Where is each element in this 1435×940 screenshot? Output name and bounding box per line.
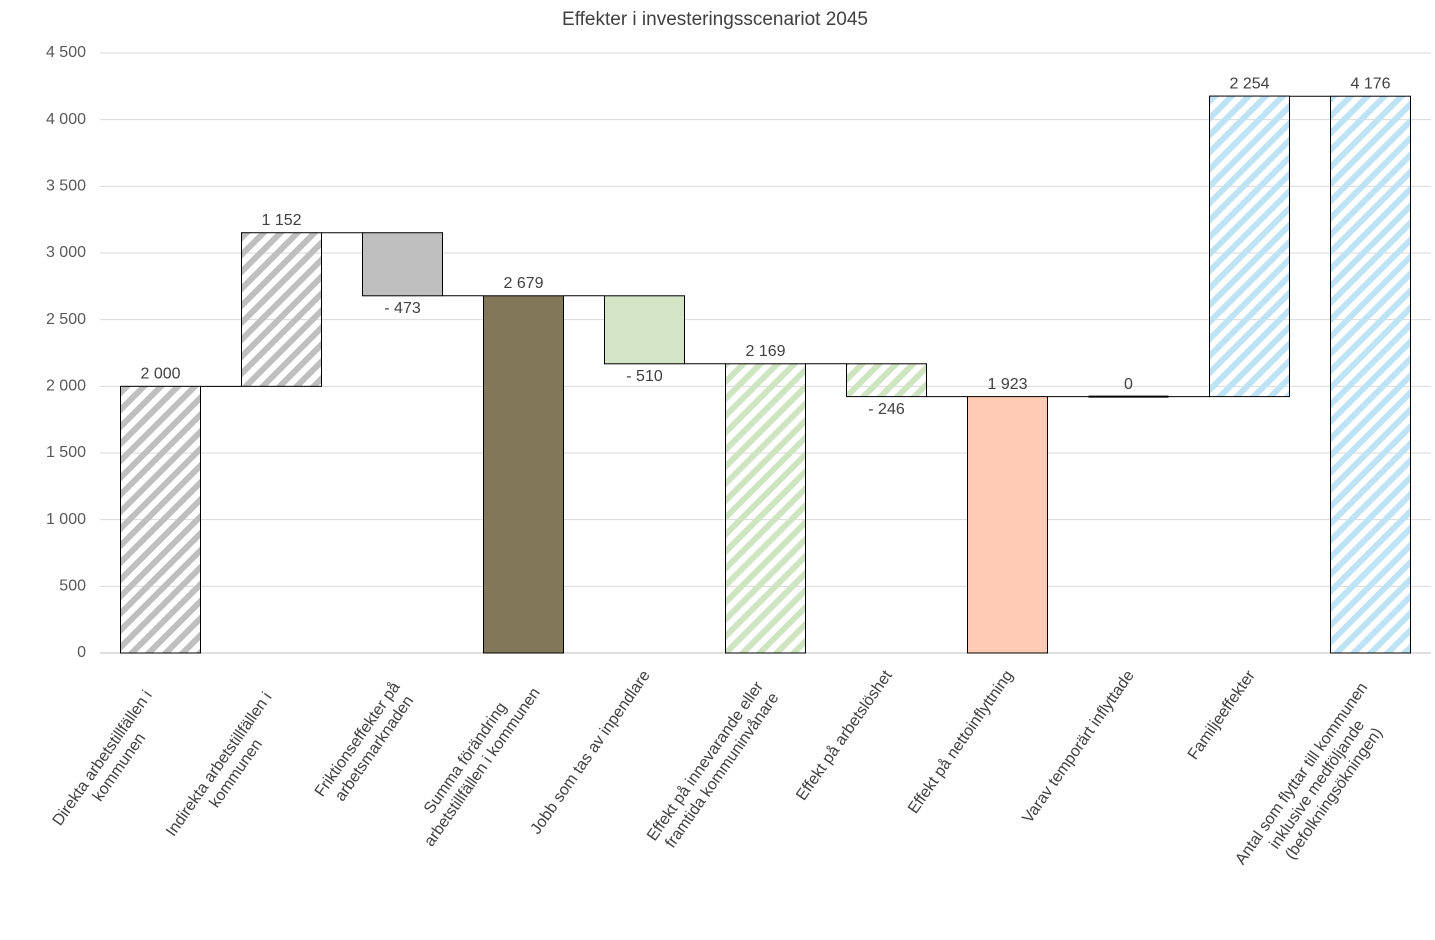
x-tick-label: Effekt på innevarande eller framtida kom… [643,674,785,855]
x-tick-label: Friktionseffekter på arbetsmarknaden [311,675,422,811]
y-tick-label: 3 000 [46,244,86,261]
data-label: 2 000 [140,366,180,383]
x-tick-label: Jobb som tas av inpendlare [528,667,654,837]
bar [604,295,685,365]
data-label: - 473 [384,300,421,317]
x-tick-label: Antal som flyttar till kommunen inklusiv… [1232,676,1405,890]
bar [725,363,806,654]
y-tick-label: 500 [59,578,86,595]
data-label: 4 176 [1350,75,1390,92]
y-tick-label: 0 [77,644,86,661]
bar [846,363,927,398]
y-tick-label: 4 500 [46,44,86,61]
x-tick-label: Effekt på arbetslöshet [792,667,896,804]
bar [241,232,322,387]
data-label: - 510 [626,368,663,385]
x-tick-label: Familjeeffekter [1185,667,1259,763]
y-tick-label: 1 500 [46,444,86,461]
data-label: 0 [1124,376,1133,393]
data-label: - 246 [868,401,905,418]
x-tick-label: Indirekta arbetstillfällen i kommunen [163,686,293,851]
y-tick-label: 1 000 [46,511,86,528]
bar [362,232,443,297]
y-tick-label: 3 500 [46,178,86,195]
bar [120,385,201,654]
data-label: 2 254 [1229,75,1269,92]
data-label: 2 169 [745,343,785,360]
bar [1330,95,1411,654]
y-tick-label: 4 000 [46,111,86,128]
data-label: 1 923 [987,376,1027,393]
x-tick-label: Summa förändring arbetstillfällen i komm… [406,674,544,850]
bar [1209,95,1290,398]
x-tick-label: Effekt på nettoinflyttning [904,667,1017,817]
bar [967,396,1048,654]
data-label: 1 152 [261,212,301,229]
chart-title: Effekter i investeringsscenariot 2045 [562,9,868,30]
bar [483,295,564,654]
y-tick-label: 2 500 [46,311,86,328]
y-tick-label: 2 000 [46,378,86,395]
x-tick-label: Direkta arbetstillfällen i kommunen [50,684,174,840]
data-label: 2 679 [503,275,543,292]
x-tick-label: Varav temporärt inflyttade [1019,667,1137,826]
